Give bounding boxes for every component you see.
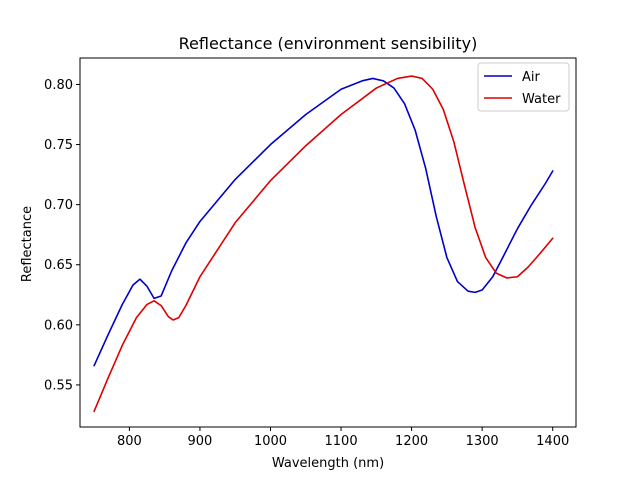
y-tick-label: 0.70 bbox=[44, 198, 73, 213]
y-tick-label: 0.55 bbox=[44, 378, 73, 393]
series-line-water bbox=[93, 75, 554, 413]
y-tick-label: 0.60 bbox=[44, 318, 73, 333]
series-line-air bbox=[93, 77, 554, 367]
legend: Air Water bbox=[477, 62, 570, 112]
x-tick-label: 1300 bbox=[466, 434, 499, 449]
y-axis-label: Reflectance bbox=[20, 206, 35, 282]
x-tick-label: 1100 bbox=[325, 434, 358, 449]
chart-title: Reflectance (environment sensibility) bbox=[179, 34, 478, 53]
legend-box bbox=[477, 62, 570, 112]
x-tick-label: 1400 bbox=[536, 434, 569, 449]
plot-area bbox=[93, 75, 554, 413]
y-tick-label: 0.65 bbox=[44, 258, 73, 273]
x-tick-label: 1200 bbox=[395, 434, 428, 449]
x-tick-label: 900 bbox=[188, 434, 213, 449]
y-tick-label: 0.75 bbox=[44, 138, 73, 153]
y-tick-label: 0.80 bbox=[44, 78, 73, 93]
axes-frame bbox=[79, 57, 577, 428]
axes: 800 900 1000 1100 1200 1300 1400 0.55 0.60 0.65 0.… bbox=[44, 57, 577, 449]
x-tick-label: 1000 bbox=[254, 434, 287, 449]
x-tick-label: 800 bbox=[117, 434, 142, 449]
x-axis-label: Wavelength (nm) bbox=[272, 456, 384, 471]
legend-label-air: Air bbox=[522, 70, 541, 85]
legend-label-water: Water bbox=[522, 92, 561, 107]
